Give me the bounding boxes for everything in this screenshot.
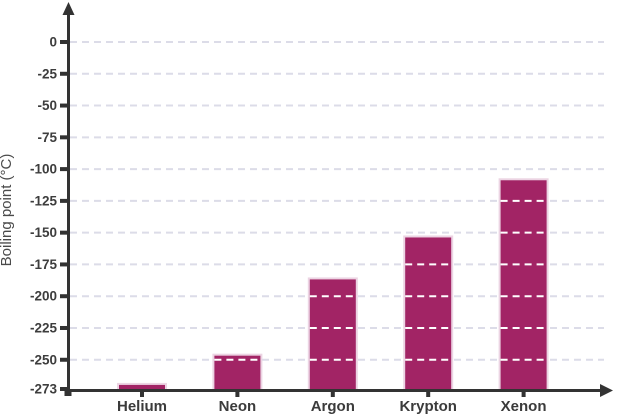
y-tick xyxy=(60,387,67,391)
y-tick xyxy=(60,230,67,235)
y-tick-label: -100 xyxy=(30,162,57,177)
y-tick xyxy=(60,262,67,267)
y-tick-label: -225 xyxy=(30,320,58,335)
y-tick-label: -175 xyxy=(30,257,58,272)
origin-tick xyxy=(64,390,72,396)
x-category-label: Neon xyxy=(219,398,257,415)
y-tick xyxy=(60,71,67,76)
y-tick xyxy=(60,103,67,108)
y-tick-label: -25 xyxy=(37,66,57,81)
x-category-label: Argon xyxy=(311,398,355,415)
x-tick xyxy=(235,392,240,397)
y-tick-label: -200 xyxy=(30,289,57,304)
y-tick xyxy=(60,40,67,44)
y-tick-label: -250 xyxy=(30,352,57,367)
x-tick xyxy=(521,392,526,397)
y-tick-label: -273 xyxy=(30,382,58,397)
x-tick xyxy=(330,392,335,397)
y-axis-arrowhead xyxy=(62,2,75,15)
bar-krypton xyxy=(403,235,454,392)
y-tick-label: 0 xyxy=(49,35,57,50)
x-category-label: Helium xyxy=(117,398,167,415)
y-tick-label: -50 xyxy=(37,98,57,113)
y-tick-label: -125 xyxy=(30,193,58,208)
bar-xenon xyxy=(498,178,549,392)
y-tick-label: -150 xyxy=(30,225,57,240)
y-axis-title: Boiling point (°C) xyxy=(0,154,15,267)
x-tick xyxy=(140,392,144,397)
x-category-label: Xenon xyxy=(501,398,547,415)
x-tick xyxy=(426,392,431,397)
y-tick xyxy=(60,357,67,362)
y-tick xyxy=(60,198,67,203)
y-tick xyxy=(60,167,67,172)
y-tick xyxy=(60,325,67,330)
y-tick xyxy=(60,294,67,299)
x-axis-arrowhead xyxy=(600,384,613,397)
y-tick-label: -75 xyxy=(37,130,57,145)
x-category-label: Krypton xyxy=(399,398,457,415)
y-tick xyxy=(60,135,67,140)
